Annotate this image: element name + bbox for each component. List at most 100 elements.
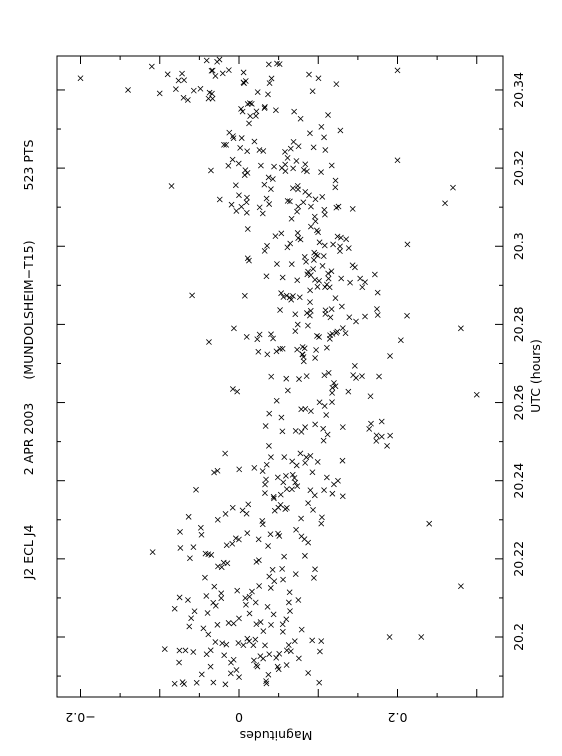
data-point bbox=[211, 469, 217, 476]
data-point bbox=[299, 344, 306, 350]
data-point bbox=[280, 479, 287, 486]
data-point bbox=[307, 272, 314, 279]
data-point bbox=[247, 113, 254, 119]
data-point bbox=[229, 386, 236, 392]
data-point bbox=[397, 337, 404, 344]
data-point bbox=[254, 336, 261, 343]
data-point bbox=[230, 620, 237, 627]
data-point bbox=[287, 145, 294, 152]
data-point bbox=[164, 71, 171, 78]
data-point bbox=[312, 421, 319, 428]
data-point bbox=[316, 679, 323, 686]
data-point bbox=[297, 450, 304, 457]
data-point bbox=[293, 462, 300, 469]
data-point bbox=[294, 230, 301, 236]
data-point bbox=[284, 155, 291, 161]
data-point bbox=[228, 201, 235, 208]
data-point bbox=[303, 454, 310, 461]
data-point bbox=[261, 248, 268, 254]
data-point bbox=[190, 87, 197, 94]
data-point bbox=[261, 181, 268, 188]
data-point bbox=[279, 345, 286, 352]
data-point bbox=[283, 662, 290, 668]
data-point bbox=[296, 376, 302, 382]
data-point bbox=[277, 501, 284, 508]
data-point bbox=[329, 490, 336, 497]
data-point bbox=[271, 495, 277, 502]
data-point bbox=[333, 81, 340, 88]
utc-tick-label: 20.24 bbox=[511, 463, 526, 499]
data-point bbox=[373, 432, 380, 439]
data-point bbox=[288, 215, 295, 222]
data-point bbox=[176, 659, 182, 666]
data-point bbox=[321, 242, 328, 249]
data-point bbox=[274, 663, 281, 670]
data-point bbox=[339, 457, 346, 464]
data-point bbox=[240, 69, 247, 76]
data-point bbox=[277, 346, 283, 352]
data-point bbox=[294, 208, 300, 215]
data-point bbox=[404, 312, 410, 319]
data-point bbox=[179, 679, 186, 686]
data-point bbox=[284, 244, 291, 251]
data-point bbox=[259, 210, 266, 217]
data-point bbox=[268, 331, 274, 338]
data-point bbox=[263, 273, 270, 280]
data-point bbox=[316, 399, 323, 406]
data-point bbox=[387, 353, 393, 359]
data-point bbox=[279, 628, 286, 635]
data-point bbox=[325, 270, 332, 277]
data-point bbox=[265, 543, 271, 549]
data-point bbox=[278, 230, 285, 237]
data-point bbox=[255, 557, 262, 564]
data-point bbox=[243, 334, 250, 340]
data-point bbox=[303, 258, 309, 265]
utc-tick-label: 20.2 bbox=[511, 623, 526, 651]
data-point bbox=[374, 312, 381, 318]
data-point bbox=[156, 90, 163, 97]
data-point bbox=[236, 192, 242, 199]
data-point bbox=[264, 603, 271, 610]
data-point bbox=[306, 71, 312, 78]
data-point bbox=[239, 507, 246, 514]
data-point bbox=[214, 467, 221, 474]
data-point bbox=[258, 162, 264, 169]
data-point bbox=[312, 251, 319, 258]
data-point bbox=[352, 264, 358, 271]
data-point bbox=[293, 158, 300, 164]
data-point bbox=[404, 241, 411, 248]
data-point bbox=[233, 208, 240, 214]
data-point bbox=[188, 615, 195, 622]
data-point bbox=[235, 160, 242, 167]
data-point bbox=[332, 184, 339, 191]
data-point bbox=[332, 383, 339, 390]
data-point bbox=[283, 292, 290, 299]
data-point bbox=[296, 294, 303, 301]
data-point bbox=[321, 403, 328, 409]
data-point bbox=[339, 325, 346, 331]
data-point bbox=[318, 123, 325, 130]
data-point bbox=[256, 331, 263, 338]
data-point bbox=[394, 67, 401, 74]
data-point bbox=[321, 372, 328, 379]
data-point bbox=[366, 426, 373, 432]
data-point bbox=[311, 213, 318, 220]
data-point bbox=[223, 542, 230, 549]
data-point bbox=[316, 277, 323, 284]
data-point bbox=[202, 550, 209, 557]
data-point bbox=[284, 387, 291, 394]
data-point bbox=[242, 595, 249, 601]
data-point bbox=[345, 245, 352, 251]
data-point bbox=[243, 510, 250, 517]
data-point bbox=[322, 147, 329, 153]
data-point bbox=[268, 186, 274, 193]
data-point bbox=[324, 431, 331, 438]
data-point bbox=[232, 182, 239, 189]
data-point bbox=[238, 203, 245, 210]
data-point bbox=[323, 412, 330, 418]
data-point bbox=[387, 432, 394, 439]
data-point bbox=[305, 670, 312, 676]
data-point bbox=[333, 329, 340, 336]
data-point bbox=[292, 479, 299, 486]
